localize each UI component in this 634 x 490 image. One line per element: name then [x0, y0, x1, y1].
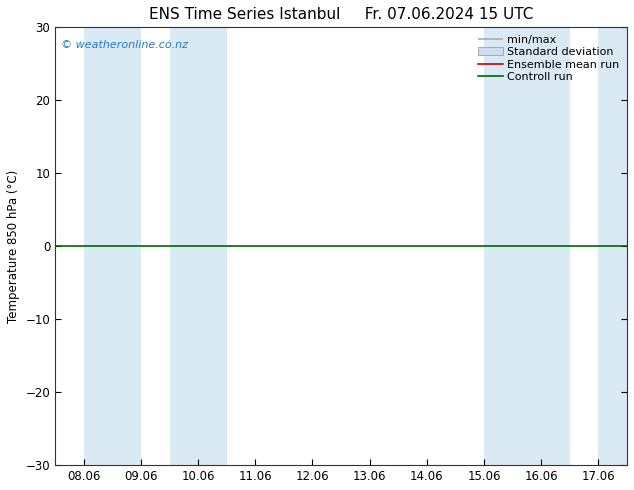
Y-axis label: Temperature 850 hPa (°C): Temperature 850 hPa (°C)	[7, 170, 20, 323]
Bar	[169, 27, 227, 465]
Bar	[598, 27, 634, 465]
Text: © weatheronline.co.nz: © weatheronline.co.nz	[61, 40, 188, 50]
Bar	[484, 27, 570, 465]
Bar	[84, 27, 141, 465]
Legend: min/max, Standard deviation, Ensemble mean run, Controll run: min/max, Standard deviation, Ensemble me…	[476, 33, 621, 84]
Title: ENS Time Series Istanbul     Fr. 07.06.2024 15 UTC: ENS Time Series Istanbul Fr. 07.06.2024 …	[149, 7, 533, 22]
